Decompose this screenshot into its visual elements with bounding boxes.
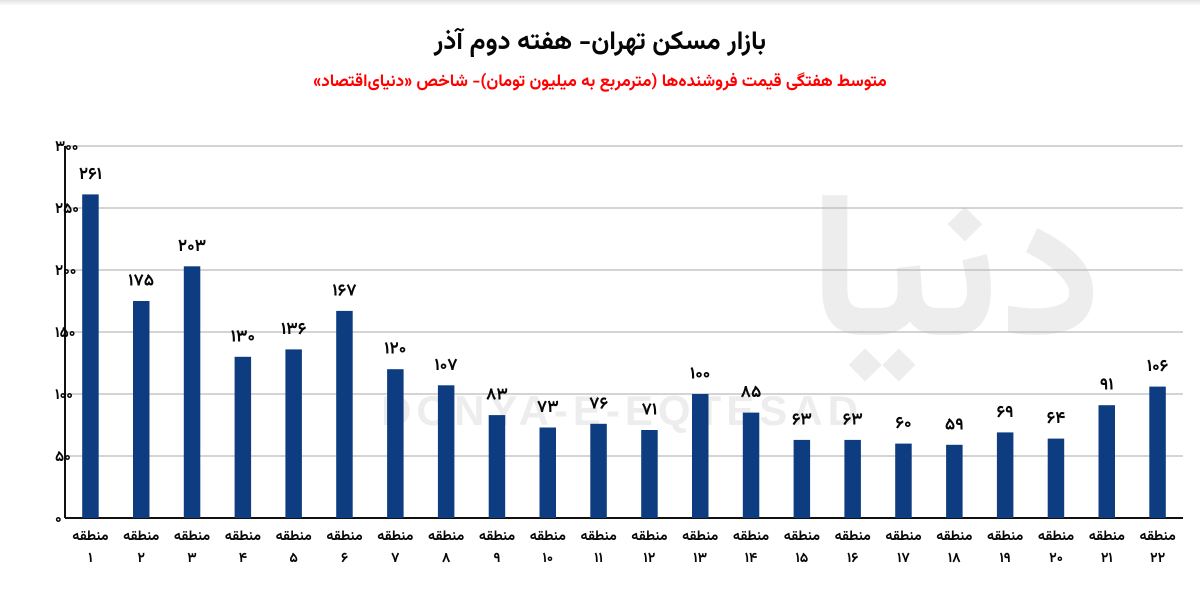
svg-text:۱۳: ۱۳ (693, 548, 707, 570)
svg-text:منطقه: منطقه (530, 526, 567, 548)
svg-text:۷۳: ۷۳ (537, 396, 559, 422)
svg-text:۱۳۰: ۱۳۰ (231, 325, 255, 351)
svg-text:۱۷: ۱۷ (897, 548, 910, 570)
svg-text:منطقه: منطقه (835, 526, 872, 548)
svg-text:۷۱: ۷۱ (642, 399, 658, 425)
svg-text:۳۰۰: ۳۰۰ (55, 137, 78, 160)
svg-text:منطقه: منطقه (326, 526, 363, 548)
svg-text:منطقه: منطقه (936, 526, 973, 548)
svg-text:۱۵۰: ۱۵۰ (55, 323, 75, 346)
svg-text:منطقه: منطقه (1038, 526, 1075, 548)
svg-text:۶۳: ۶۳ (792, 408, 812, 434)
svg-text:۱۳۶: ۱۳۶ (281, 318, 307, 344)
svg-text:۱۲۰: ۱۲۰ (384, 338, 406, 364)
svg-text:منطقه: منطقه (1089, 526, 1126, 548)
svg-text:۶۴: ۶۴ (1047, 407, 1066, 433)
svg-text:منطقه: منطقه (885, 526, 922, 548)
svg-text:۹۱: ۹۱ (1100, 374, 1114, 400)
svg-text:۱: ۱ (88, 548, 92, 570)
svg-text:۳: ۳ (187, 548, 197, 570)
svg-text:۲۱: ۲۱ (1101, 548, 1113, 570)
svg-text:۲۰۰: ۲۰۰ (55, 261, 76, 284)
svg-text:منطقه: منطقه (276, 526, 313, 548)
svg-text:۱۷۵: ۱۷۵ (128, 270, 154, 296)
svg-text:۲۶۱: ۲۶۱ (79, 163, 102, 189)
svg-text:۵۰: ۵۰ (55, 447, 71, 470)
svg-text:۹: ۹ (494, 548, 501, 570)
svg-text:منطقه: منطقه (581, 526, 618, 548)
svg-text:۱۵: ۱۵ (795, 548, 808, 570)
svg-text:منطقه: منطقه (428, 526, 465, 548)
svg-text:منطقه: منطقه (784, 526, 821, 548)
svg-text:۱۰: ۱۰ (543, 548, 554, 570)
svg-text:منطقه: منطقه (1140, 526, 1177, 548)
svg-text:منطقه: منطقه (479, 526, 516, 548)
svg-text:منطقه: منطقه (631, 526, 668, 548)
svg-text:۷۶: ۷۶ (589, 392, 608, 418)
svg-text:منطقه: منطقه (987, 526, 1024, 548)
svg-text:۱۰۰: ۱۰۰ (690, 363, 710, 389)
svg-text:۵۹: ۵۹ (945, 413, 964, 439)
svg-text:۸۳: ۸۳ (486, 384, 508, 410)
svg-text:۲۵۰: ۲۵۰ (55, 199, 79, 222)
svg-text:۲: ۲ (137, 548, 145, 570)
svg-text:۱۰۶: ۱۰۶ (1147, 355, 1169, 381)
svg-text:۴: ۴ (239, 548, 247, 570)
svg-text:۱۴: ۱۴ (745, 548, 758, 570)
svg-text:۸: ۸ (442, 548, 451, 570)
svg-text:۱۰۰: ۱۰۰ (55, 385, 73, 408)
svg-text:منطقه: منطقه (225, 526, 262, 548)
svg-text:۰: ۰ (55, 509, 62, 532)
svg-text:منطقه: منطقه (682, 526, 719, 548)
svg-text:۲۰۳: ۲۰۳ (178, 235, 206, 261)
svg-text:۱۸: ۱۸ (948, 548, 961, 570)
svg-text:۶۳: ۶۳ (843, 408, 863, 434)
svg-text:منطقه: منطقه (733, 526, 770, 548)
svg-text:منطقه: منطقه (174, 526, 211, 548)
svg-text:۱۰۷: ۱۰۷ (435, 354, 458, 380)
svg-text:۲۲: ۲۲ (1150, 548, 1166, 570)
svg-text:منطقه: منطقه (72, 526, 109, 548)
svg-text:۸۵: ۸۵ (741, 381, 762, 407)
svg-text:۶: ۶ (341, 548, 348, 570)
svg-text:منطقه: منطقه (123, 526, 160, 548)
svg-text:۱۶: ۱۶ (847, 548, 858, 570)
svg-text:منطقه: منطقه (377, 526, 414, 548)
svg-text:۱۲: ۱۲ (643, 548, 655, 570)
svg-text:۵: ۵ (289, 548, 298, 570)
svg-text:۶۰: ۶۰ (895, 412, 911, 438)
svg-text:۷: ۷ (391, 548, 400, 570)
svg-text:۱۱: ۱۱ (594, 548, 603, 570)
svg-text:۲۰: ۲۰ (1049, 548, 1063, 570)
svg-text:۱۹: ۱۹ (999, 548, 1010, 570)
svg-text:۶۹: ۶۹ (997, 401, 1014, 427)
svg-text:۱۶۷: ۱۶۷ (332, 279, 356, 305)
